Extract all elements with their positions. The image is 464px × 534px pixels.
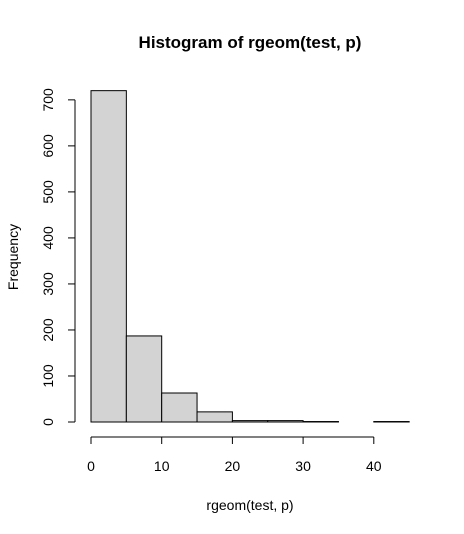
y-axis-label: Frequency (5, 224, 21, 290)
bars-group (90, 90, 410, 423)
y-tick-label-0: 0 (40, 418, 56, 426)
y-tick-label-700: 700 (40, 88, 56, 112)
x-tick-label-10: 10 (154, 458, 170, 474)
x-tick-label-40: 40 (366, 458, 382, 474)
histogram-bar-15-20 (196, 411, 233, 423)
y-tick-label-400: 400 (40, 226, 56, 250)
histogram-bar-0-5 (90, 90, 127, 423)
histogram-bar-5-10 (125, 335, 163, 423)
y-tick-label-300: 300 (40, 272, 56, 296)
x-tick-label-20: 20 (225, 458, 241, 474)
x-axis-label: rgeom(test, p) (206, 497, 293, 513)
histogram-bar-25-30 (267, 420, 304, 423)
y-tick-label-200: 200 (40, 318, 56, 342)
x-tick-label-30: 30 (295, 458, 311, 474)
y-tick-label-500: 500 (40, 180, 56, 204)
y-axis: 0 100 200 300 400 500 600 700 (40, 88, 76, 426)
chart-title: Histogram of rgeom(test, p) (139, 33, 362, 52)
y-tick-label-100: 100 (40, 364, 56, 388)
x-tick-label-0: 0 (87, 458, 95, 474)
histogram-bar-20-25 (231, 420, 269, 423)
x-axis: 0 10 20 30 40 (87, 436, 382, 474)
histogram-bar-10-15 (161, 392, 198, 423)
y-tick-label-600: 600 (40, 134, 56, 158)
